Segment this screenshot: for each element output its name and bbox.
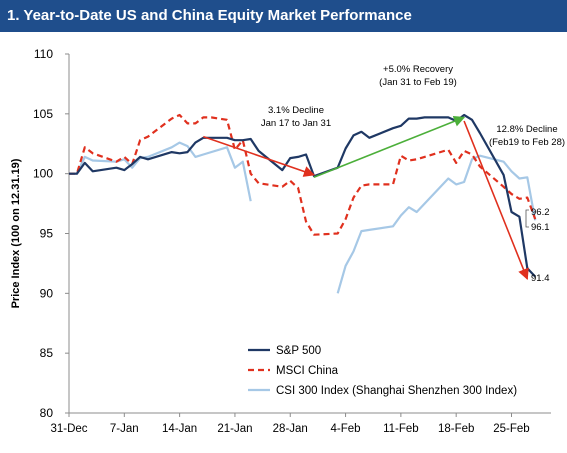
y-tick-label: 110: [34, 47, 53, 61]
x-tick-label: 18-Feb: [438, 423, 474, 435]
y-tick-label: 100: [33, 167, 53, 181]
end-label-bracket: [525, 209, 529, 228]
x-tick-label: 4-Feb: [331, 423, 361, 435]
x-tick-label: 11-Feb: [383, 423, 419, 435]
annotation-decline-feb-line1: 12.8% Decline: [496, 124, 557, 135]
series-line-sp: [69, 113, 537, 278]
end-label-csi: 96.1: [531, 222, 550, 233]
y-tick-label: 95: [40, 227, 54, 241]
y-tick-label: 105: [33, 107, 53, 121]
decline-arrow-feb: [463, 120, 529, 281]
legend-label-sp: S&P 500: [276, 345, 321, 357]
annotation-decline-feb-line2: (Feb19 to Feb 28): [489, 137, 565, 148]
x-tick-label: 14-Jan: [162, 423, 197, 435]
annotation-decline-jan-line1: 3.1% Decline: [268, 105, 324, 116]
legend-label-csi: CSI 300 Index (Shanghai Shenzhen 300 Ind…: [276, 385, 517, 397]
x-tick-label: 21-Jan: [217, 423, 252, 435]
chart-title: 1. Year-to-Date US and China Equity Mark…: [0, 0, 567, 32]
legend-label-msci: MSCI China: [276, 365, 339, 377]
end-label-msci: 96.2: [531, 207, 550, 218]
series-line-csi-part2: [336, 154, 537, 294]
end-label-sp500: 91.4: [531, 273, 550, 284]
series-line-csi-part1: [69, 141, 252, 202]
x-tick-label: 31-Dec: [50, 423, 87, 435]
series-line-msci: [69, 113, 537, 236]
y-tick-label: 85: [40, 346, 54, 360]
annotation-decline-jan-line2: Jan 17 to Jan 31: [261, 118, 331, 129]
x-tick-label: 7-Jan: [110, 423, 139, 435]
annotation-recovery-line1: +5.0% Recovery: [383, 64, 453, 75]
x-tick-label: 28-Jan: [273, 423, 308, 435]
y-axis-title: Price Index (100 on 12.31.19): [10, 158, 22, 308]
x-tick-label: 25-Feb: [493, 423, 529, 435]
line-chart: 80 85 90 95 100 105 110 31-Dec 7-Jan 14-Jan 21-Jan…: [10, 47, 565, 435]
y-tick-label: 90: [40, 286, 54, 300]
annotation-recovery-line2: (Jan 31 to Feb 19): [379, 77, 457, 88]
decline-arrow-jan: [203, 135, 316, 177]
y-tick-label: 80: [40, 406, 54, 420]
recovery-arrow: [313, 115, 466, 178]
